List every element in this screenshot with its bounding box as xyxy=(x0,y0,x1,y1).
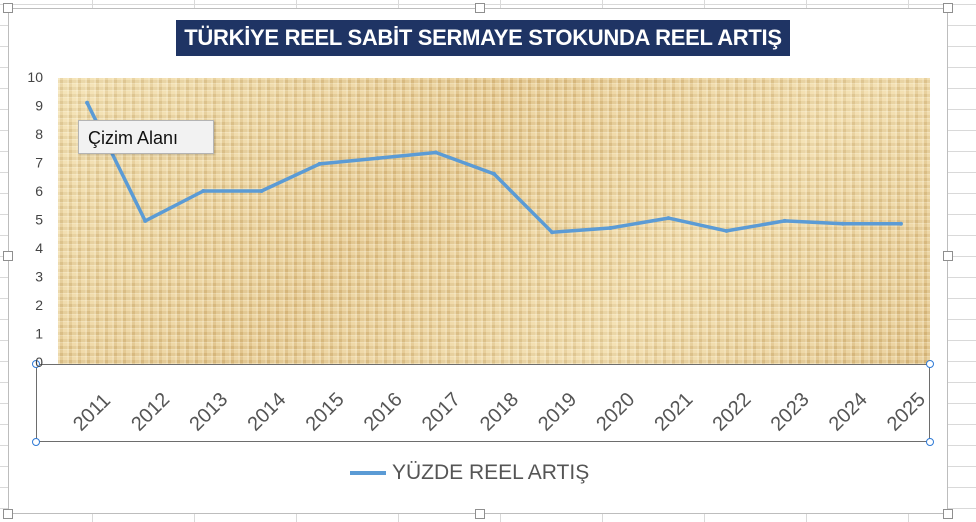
resize-handle-top-right[interactable] xyxy=(943,3,953,13)
data-point[interactable] xyxy=(375,156,380,161)
data-point[interactable] xyxy=(143,218,148,223)
plot-area-tooltip: Çizim Alanı xyxy=(78,120,214,154)
data-point[interactable] xyxy=(840,221,845,226)
y-tick-label: 6 xyxy=(35,183,43,199)
x-tick-label: 2022 xyxy=(709,389,756,436)
x-tick-label: 2017 xyxy=(418,389,465,436)
legend-swatch xyxy=(350,471,386,475)
x-tick-label: 2018 xyxy=(476,389,523,436)
y-tick-label: 7 xyxy=(35,155,43,171)
x-tick-label: 2013 xyxy=(185,389,232,436)
data-point[interactable] xyxy=(492,171,496,176)
y-tick-label: 8 xyxy=(35,126,43,142)
data-point[interactable] xyxy=(666,216,671,221)
resize-handle-bottom-right[interactable] xyxy=(943,509,953,519)
data-point[interactable] xyxy=(782,218,787,223)
y-tick-label: 3 xyxy=(35,269,43,285)
data-point[interactable] xyxy=(550,230,555,235)
resize-handle-top-left[interactable] xyxy=(3,3,13,13)
y-tick-label: 0 xyxy=(35,354,43,370)
x-tick-label: 2019 xyxy=(534,389,581,436)
data-point[interactable] xyxy=(898,221,903,226)
legend-label: YÜZDE REEL ARTIŞ xyxy=(392,461,590,484)
x-tick-label: 2023 xyxy=(767,389,814,436)
data-point[interactable] xyxy=(259,189,264,193)
y-tick-label: 5 xyxy=(35,212,43,228)
series-layer xyxy=(85,100,903,235)
data-point[interactable] xyxy=(201,189,206,193)
axis-selection-handle-bottom-right[interactable] xyxy=(926,438,934,446)
x-tick-label: 2025 xyxy=(883,389,930,436)
resize-handle-top[interactable] xyxy=(475,3,485,13)
data-point[interactable] xyxy=(317,161,322,166)
y-axis-ticks: 0 1 2 3 4 5 6 7 8 9 10 xyxy=(27,69,43,370)
resize-handle-right[interactable] xyxy=(943,251,953,261)
axis-selection-handle-top-left[interactable] xyxy=(32,360,40,368)
data-point[interactable] xyxy=(724,228,729,233)
resize-handle-bottom-left[interactable] xyxy=(3,509,13,519)
data-point[interactable] xyxy=(85,100,90,105)
chart-title[interactable]: TÜRKİYE REEL SABİT SERMAYE STOKUNDA REEL… xyxy=(176,20,790,56)
x-tick-label: 2011 xyxy=(69,390,115,436)
x-tick-label: 2016 xyxy=(360,389,407,436)
x-tick-label: 2021 xyxy=(650,389,697,436)
x-tick-label: 2014 xyxy=(243,389,290,436)
y-tick-label: 9 xyxy=(35,98,43,114)
y-tick-label: 1 xyxy=(35,326,43,342)
data-point[interactable] xyxy=(433,150,438,155)
y-tick-label: 2 xyxy=(35,297,43,313)
resize-handle-left[interactable] xyxy=(3,251,13,261)
x-axis-selection-box[interactable] xyxy=(36,364,930,442)
x-axis-ticks: 2011 2012 2013 2014 2015 2016 2017 2018 2019 2020… xyxy=(69,389,930,436)
axis-selection-handle-bottom-left[interactable] xyxy=(32,438,40,446)
axis-selection-handle-top-right[interactable] xyxy=(926,360,934,368)
x-tick-label: 2020 xyxy=(592,389,639,436)
x-tick-label: 2024 xyxy=(825,389,872,436)
data-point[interactable] xyxy=(608,226,613,230)
legend[interactable]: YÜZDE REEL ARTIŞ xyxy=(350,458,589,488)
y-tick-label: 4 xyxy=(35,240,43,256)
x-tick-label: 2012 xyxy=(127,389,174,436)
resize-handle-bottom[interactable] xyxy=(475,509,485,519)
y-tick-label: 10 xyxy=(27,69,43,85)
x-tick-label: 2015 xyxy=(302,389,349,436)
